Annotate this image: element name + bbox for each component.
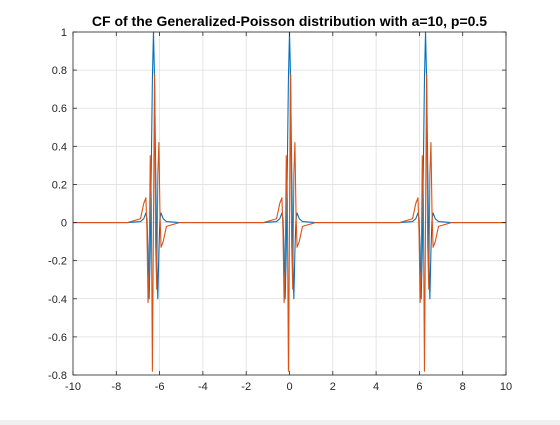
series-line-2: [73, 73, 506, 372]
x-tick-label: 6: [416, 381, 422, 393]
y-tick-label: 0.8: [52, 65, 67, 77]
x-tick-label: 2: [330, 381, 336, 393]
x-tick-label: 8: [460, 381, 466, 393]
chart-title: CF of the Generalized-Poisson distributi…: [92, 13, 487, 29]
x-tick-label: -2: [241, 381, 251, 393]
y-tick-label: 0.2: [52, 179, 67, 191]
x-tick-label: -4: [198, 381, 208, 393]
y-tick-label: -0.4: [48, 294, 67, 306]
y-tick-labels: -0.8 -0.6 -0.4 -0.2 0 0.2 0.4 0.6 0.8 1: [48, 27, 67, 382]
x-tick-label: 10: [500, 381, 512, 393]
tick-marks: [72, 31, 507, 376]
y-tick-label: -0.8: [48, 370, 67, 382]
y-tick-label: 0: [61, 218, 67, 230]
y-tick-label: 0.6: [52, 103, 67, 115]
y-tick-label: 0.4: [52, 141, 67, 153]
x-tick-labels: -10 -8 -6 -4 -2 0 2 4 6 8 10: [65, 381, 512, 393]
x-tick-label: -6: [155, 381, 165, 393]
y-tick-label: -0.6: [48, 332, 67, 344]
x-tick-label: -8: [111, 381, 121, 393]
x-tick-label: 0: [286, 381, 292, 393]
x-tick-label: 4: [373, 381, 379, 393]
y-tick-label: 1: [61, 27, 67, 39]
x-tick-label: -10: [65, 381, 81, 393]
y-tick-label: -0.2: [48, 256, 67, 268]
